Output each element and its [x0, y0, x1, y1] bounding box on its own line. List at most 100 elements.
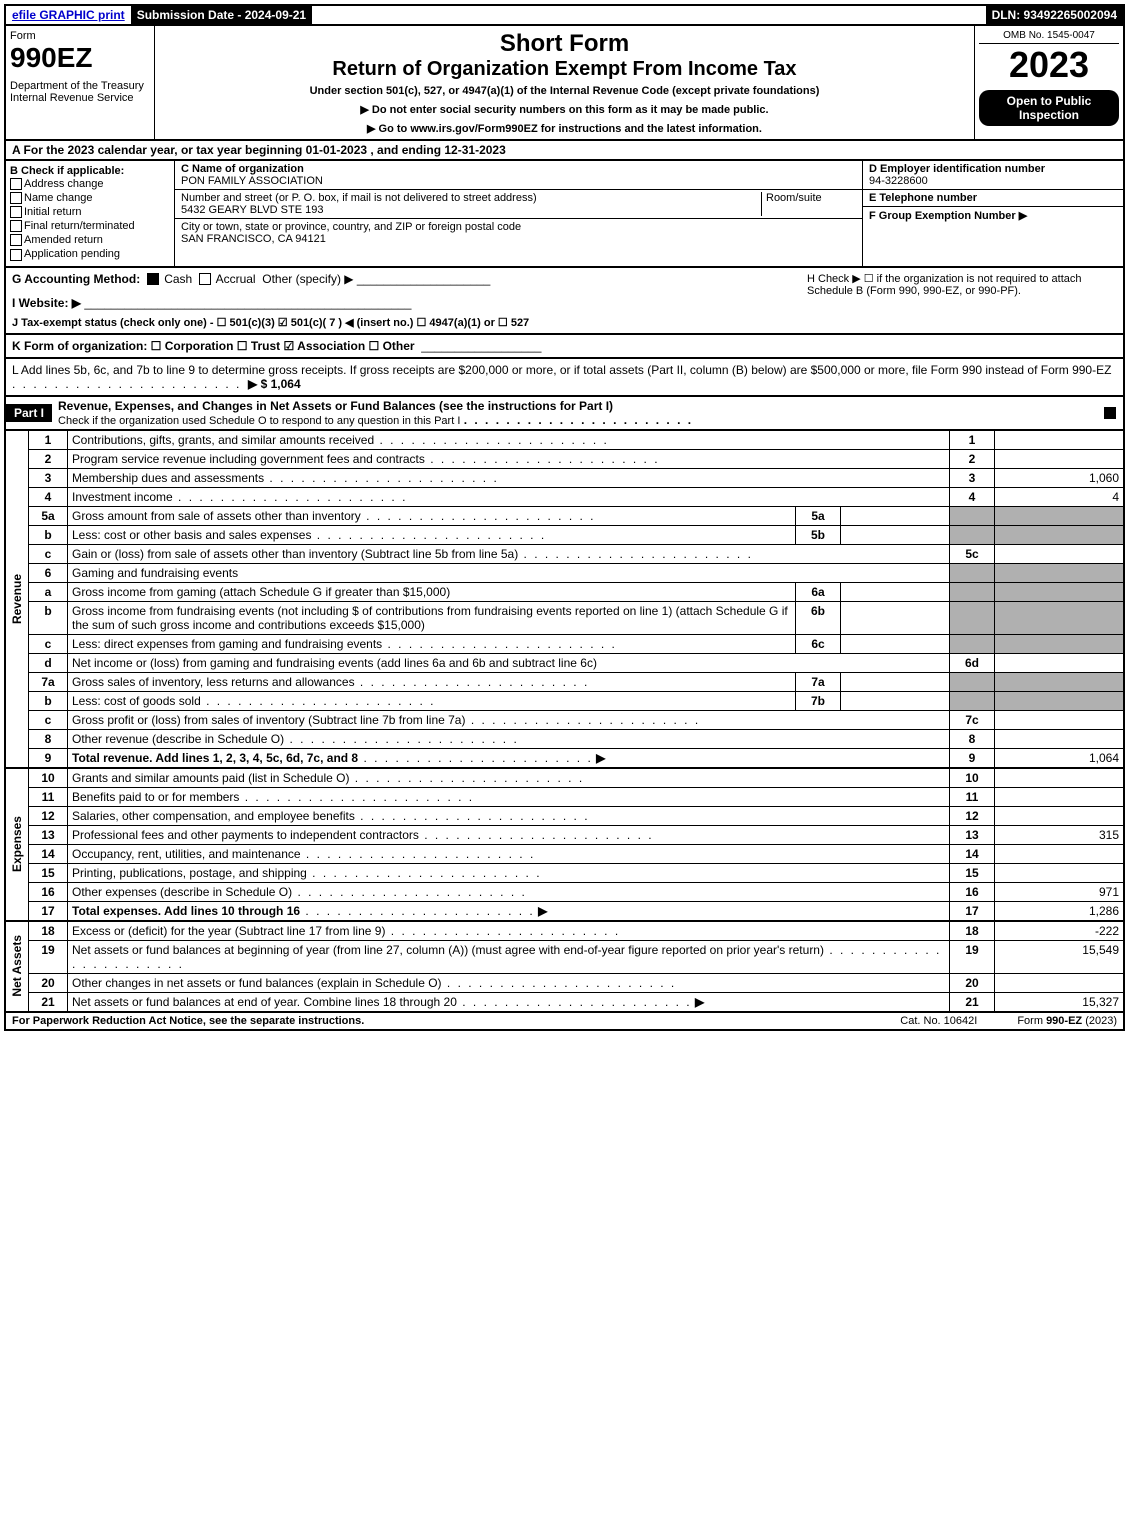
efile-link[interactable]: efile GRAPHIC print	[6, 6, 131, 24]
revenue-table: 1Contributions, gifts, grants, and simil…	[29, 431, 1123, 767]
part-1-check-text: Check if the organization used Schedule …	[58, 415, 460, 427]
line-18: 18Excess or (deficit) for the year (Subt…	[29, 922, 1123, 941]
line-21: 21Net assets or fund balances at end of …	[29, 992, 1123, 1011]
section-h: H Check ▶ ☐ if the organization is not r…	[807, 272, 1117, 329]
expenses-side-label: Expenses	[6, 769, 29, 920]
part-1-schedule-o-check[interactable]	[1104, 407, 1116, 419]
cat-number: Cat. No. 10642I	[900, 1015, 977, 1027]
line-6d: dNet income or (loss) from gaming and fu…	[29, 653, 1123, 672]
submission-date: Submission Date - 2024-09-21	[131, 6, 312, 24]
section-b-label: B Check if applicable:	[10, 165, 170, 177]
e-label: E Telephone number	[869, 192, 977, 204]
irs-label: Internal Revenue Service	[10, 92, 150, 104]
check-accrual[interactable]	[199, 273, 211, 285]
c-name-label: C Name of organization	[181, 163, 304, 175]
line-6: 6Gaming and fundraising events	[29, 563, 1123, 582]
line-4: 4Investment income44	[29, 487, 1123, 506]
short-form-title: Short Form	[159, 30, 970, 58]
expenses-section: Expenses 10Grants and similar amounts pa…	[4, 769, 1125, 922]
sections-def: D Employer identification number 94-3228…	[863, 161, 1123, 266]
k-label: K Form of organization: ☐ Corporation ☐ …	[12, 339, 415, 353]
net-assets-side-label: Net Assets	[6, 922, 29, 1011]
l-text: L Add lines 5b, 6c, and 7b to line 9 to …	[12, 363, 1111, 377]
form-header: Form 990EZ Department of the Treasury In…	[4, 24, 1125, 141]
c-city-label: City or town, state or province, country…	[181, 221, 521, 233]
header-left: Form 990EZ Department of the Treasury In…	[6, 26, 155, 139]
room-suite-label: Room/suite	[761, 192, 856, 216]
dln: DLN: 93492265002094	[986, 6, 1123, 24]
section-k: K Form of organization: ☐ Corporation ☐ …	[4, 335, 1125, 359]
net-assets-section: Net Assets 18Excess or (deficit) for the…	[4, 922, 1125, 1013]
check-cash[interactable]	[147, 273, 159, 285]
line-9: 9Total revenue. Add lines 1, 2, 3, 4, 5c…	[29, 748, 1123, 767]
org-city: SAN FRANCISCO, CA 94121	[181, 233, 326, 245]
section-a: A For the 2023 calendar year, or tax yea…	[4, 141, 1125, 161]
return-title: Return of Organization Exempt From Incom…	[159, 58, 970, 81]
check-final[interactable]: Final return/terminated	[10, 219, 170, 233]
line-7b: bLess: cost of goods sold7b	[29, 691, 1123, 710]
section-c: C Name of organization PON FAMILY ASSOCI…	[175, 161, 863, 266]
line-2: 2Program service revenue including gover…	[29, 449, 1123, 468]
line-15: 15Printing, publications, postage, and s…	[29, 863, 1123, 882]
section-l: L Add lines 5b, 6c, and 7b to line 9 to …	[4, 359, 1125, 397]
line-17: 17Total expenses. Add lines 10 through 1…	[29, 901, 1123, 920]
part-1-title: Revenue, Expenses, and Changes in Net As…	[58, 399, 613, 413]
line-5b: bLess: cost or other basis and sales exp…	[29, 525, 1123, 544]
form-number: 990EZ	[10, 42, 150, 74]
omb-number: OMB No. 1545-0047	[979, 30, 1119, 44]
line-7a: 7aGross sales of inventory, less returns…	[29, 672, 1123, 691]
check-amended[interactable]: Amended return	[10, 233, 170, 247]
ein-value: 94-3228600	[869, 175, 928, 187]
check-name-change[interactable]: Name change	[10, 191, 170, 205]
expenses-table: 10Grants and similar amounts paid (list …	[29, 769, 1123, 920]
l-amount: ▶ $ 1,064	[248, 377, 301, 391]
line-3: 3Membership dues and assessments31,060	[29, 468, 1123, 487]
header-right: OMB No. 1545-0047 2023 Open to Public In…	[975, 26, 1123, 139]
line-16: 16Other expenses (describe in Schedule O…	[29, 882, 1123, 901]
f-label: F Group Exemption Number ▶	[869, 210, 1027, 222]
line-5c: cGain or (loss) from sale of assets othe…	[29, 544, 1123, 563]
line-14: 14Occupancy, rent, utilities, and mainte…	[29, 844, 1123, 863]
line-5a: 5aGross amount from sale of assets other…	[29, 506, 1123, 525]
line-6a: aGross income from gaming (attach Schedu…	[29, 582, 1123, 601]
line-20: 20Other changes in net assets or fund ba…	[29, 973, 1123, 992]
line-13: 13Professional fees and other payments t…	[29, 825, 1123, 844]
page-footer: For Paperwork Reduction Act Notice, see …	[4, 1013, 1125, 1031]
top-bar: efile GRAPHIC print Submission Date - 20…	[4, 4, 1125, 24]
c-street-label: Number and street (or P. O. box, if mail…	[181, 192, 537, 204]
check-initial[interactable]: Initial return	[10, 205, 170, 219]
part-1-header: Part I Revenue, Expenses, and Changes in…	[4, 397, 1125, 431]
line-6c: cLess: direct expenses from gaming and f…	[29, 634, 1123, 653]
i-label: I Website: ▶	[12, 296, 81, 310]
d-label: D Employer identification number	[869, 163, 1045, 175]
g-label: G Accounting Method:	[12, 272, 140, 286]
subtitle: Under section 501(c), 527, or 4947(a)(1)…	[159, 85, 970, 97]
open-public-badge: Open to Public Inspection	[979, 90, 1119, 126]
org-name: PON FAMILY ASSOCIATION	[181, 175, 323, 187]
line-11: 11Benefits paid to or for members11	[29, 787, 1123, 806]
ssn-warning: ▶ Do not enter social security numbers o…	[159, 103, 970, 116]
sections-ghij: G Accounting Method: Cash Accrual Other …	[4, 268, 1125, 335]
line-7c: cGross profit or (loss) from sales of in…	[29, 710, 1123, 729]
goto-link[interactable]: ▶ Go to www.irs.gov/Form990EZ for instru…	[159, 122, 970, 135]
check-pending[interactable]: Application pending	[10, 247, 170, 261]
line-8: 8Other revenue (describe in Schedule O)8	[29, 729, 1123, 748]
form-label: Form	[10, 30, 150, 42]
form-footer-label: Form 990-EZ (2023)	[1017, 1015, 1117, 1027]
line-10: 10Grants and similar amounts paid (list …	[29, 769, 1123, 788]
header-center: Short Form Return of Organization Exempt…	[155, 26, 975, 139]
revenue-side-label: Revenue	[6, 431, 29, 767]
j-label: J Tax-exempt status (check only one) - ☐…	[12, 317, 529, 329]
line-12: 12Salaries, other compensation, and empl…	[29, 806, 1123, 825]
org-street: 5432 GEARY BLVD STE 193	[181, 204, 323, 216]
check-address[interactable]: Address change	[10, 177, 170, 191]
section-b: B Check if applicable: Address change Na…	[6, 161, 175, 266]
dept-label: Department of the Treasury	[10, 80, 150, 92]
paperwork-notice: For Paperwork Reduction Act Notice, see …	[12, 1015, 364, 1027]
line-6b: bGross income from fundraising events (n…	[29, 601, 1123, 634]
line-1: 1Contributions, gifts, grants, and simil…	[29, 431, 1123, 450]
tax-year: 2023	[979, 44, 1119, 86]
line-19: 19Net assets or fund balances at beginni…	[29, 940, 1123, 973]
sections-bcdef: B Check if applicable: Address change Na…	[4, 161, 1125, 268]
net-assets-table: 18Excess or (deficit) for the year (Subt…	[29, 922, 1123, 1011]
